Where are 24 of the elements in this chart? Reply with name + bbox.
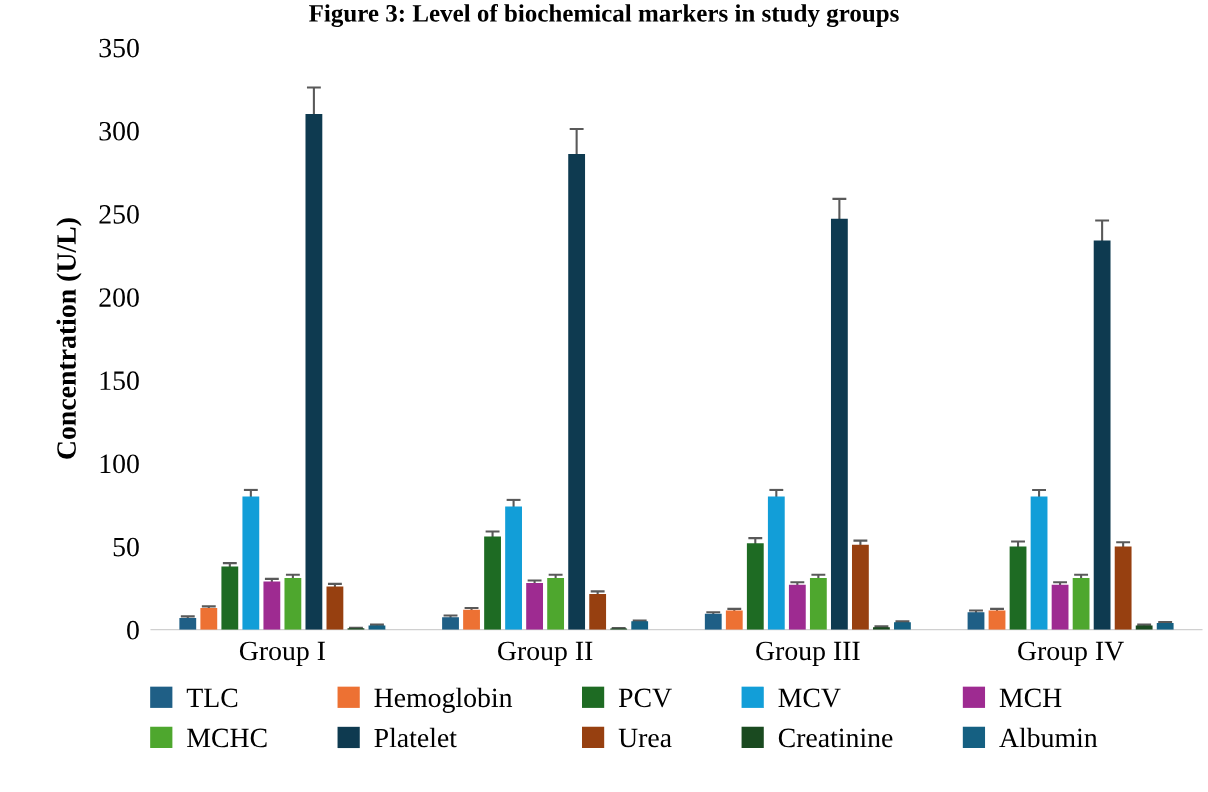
legend-label: Creatinine: [778, 728, 893, 748]
y-tick-label: 150: [100, 371, 139, 391]
legend-label: Urea: [618, 728, 672, 748]
x-tick-label: Group III: [756, 641, 860, 666]
y-axis-title: Concentration (U/L): [56, 218, 82, 459]
legend-label: MCHC: [187, 728, 267, 748]
y-tick-label: 0: [127, 620, 139, 640]
x-tick-label: Group I: [239, 641, 325, 666]
legend-label: MCV: [778, 688, 841, 708]
legend-label: Hemoglobin: [374, 687, 513, 713]
y-tick-label: 200: [99, 288, 139, 307]
x-tick-label: Group II: [498, 641, 593, 666]
y-tick-label: 100: [100, 454, 139, 474]
legend-label: PCV: [618, 688, 672, 708]
legend-label: TLC: [186, 688, 238, 708]
x-tick-label: Group IV: [1018, 641, 1124, 666]
chart-title: Figure 3: Level of biochemical markers in study groups: [309, 3, 899, 28]
legend-label: Platelet: [374, 727, 457, 748]
legend-label: Albumin: [999, 727, 1098, 748]
legend-label: MCH: [999, 688, 1062, 708]
y-tick-label: 50: [113, 537, 139, 557]
y-tick-label: 350: [99, 38, 139, 58]
y-tick-label: 250: [99, 205, 139, 224]
y-tick-label: 300: [99, 121, 139, 141]
